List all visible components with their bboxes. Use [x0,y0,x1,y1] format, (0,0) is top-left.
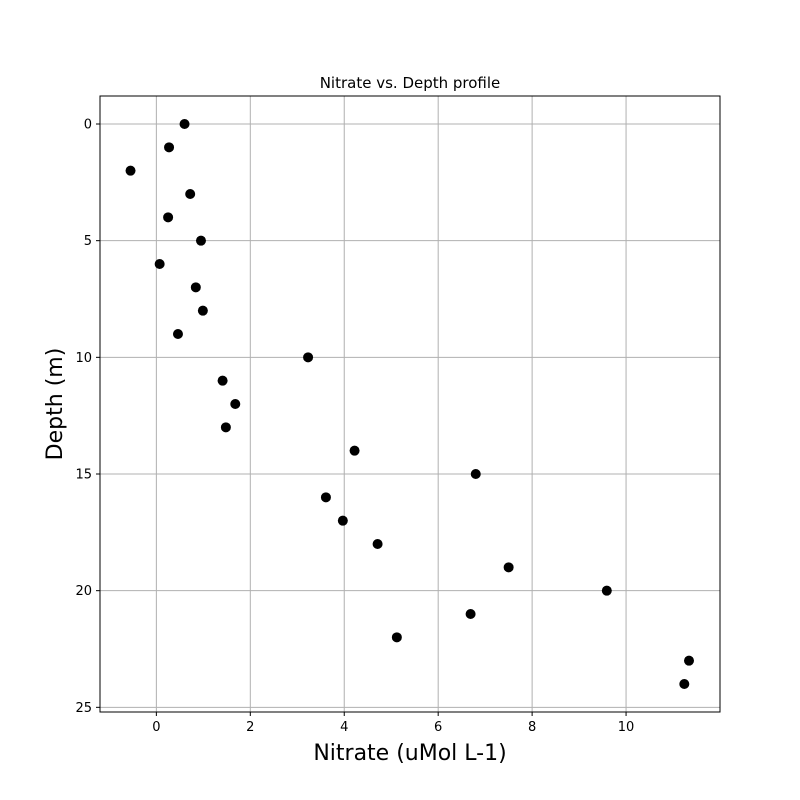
x-tick-label: 2 [246,720,254,735]
data-point [190,282,201,293]
data-point [164,142,175,153]
data-point [197,305,208,316]
y-tick-label: 20 [75,584,92,599]
y-tick-label: 5 [84,234,92,249]
y-axis-ticks: 0 5 10 15 20 25 [75,118,100,716]
data-point [372,539,383,549]
data-point [303,352,314,363]
data-point [163,212,174,223]
x-axis-label: Nitrate (uMol L-1) [313,741,506,766]
plot-area-frame [99,95,721,713]
x-tick-label: 6 [434,720,442,735]
x-tick-label: 4 [340,720,348,735]
data-point [217,375,228,386]
data-point [470,469,481,479]
y-tick-label: 10 [75,351,92,366]
y-axis-label: Depth (m) [43,348,68,461]
data-point [154,259,165,269]
data-point [349,445,360,456]
data-point [391,632,402,643]
y-tick-label: 0 [84,118,92,133]
data-point [185,189,196,199]
data-point [503,562,514,573]
data-point [465,609,476,619]
data-point [320,492,331,503]
chart-title: Nitrate vs. Depth profile [320,74,501,92]
x-axis-ticks: 0 2 4 6 8 10 [152,712,634,735]
data-point [179,119,190,129]
x-tick-label: 10 [618,720,635,735]
data-point [125,165,136,176]
data-points [125,119,694,689]
data-point [601,585,612,596]
x-tick-label: 0 [152,720,160,735]
y-tick-label: 15 [75,468,92,483]
data-point [195,235,206,246]
data-point [172,329,183,339]
data-point [679,679,690,689]
data-point [337,515,348,526]
data-point [220,422,231,433]
x-tick-label: 8 [528,720,536,735]
grid [100,96,720,712]
y-tick-label: 25 [75,701,92,716]
data-point [684,655,694,666]
data-point [230,399,241,409]
